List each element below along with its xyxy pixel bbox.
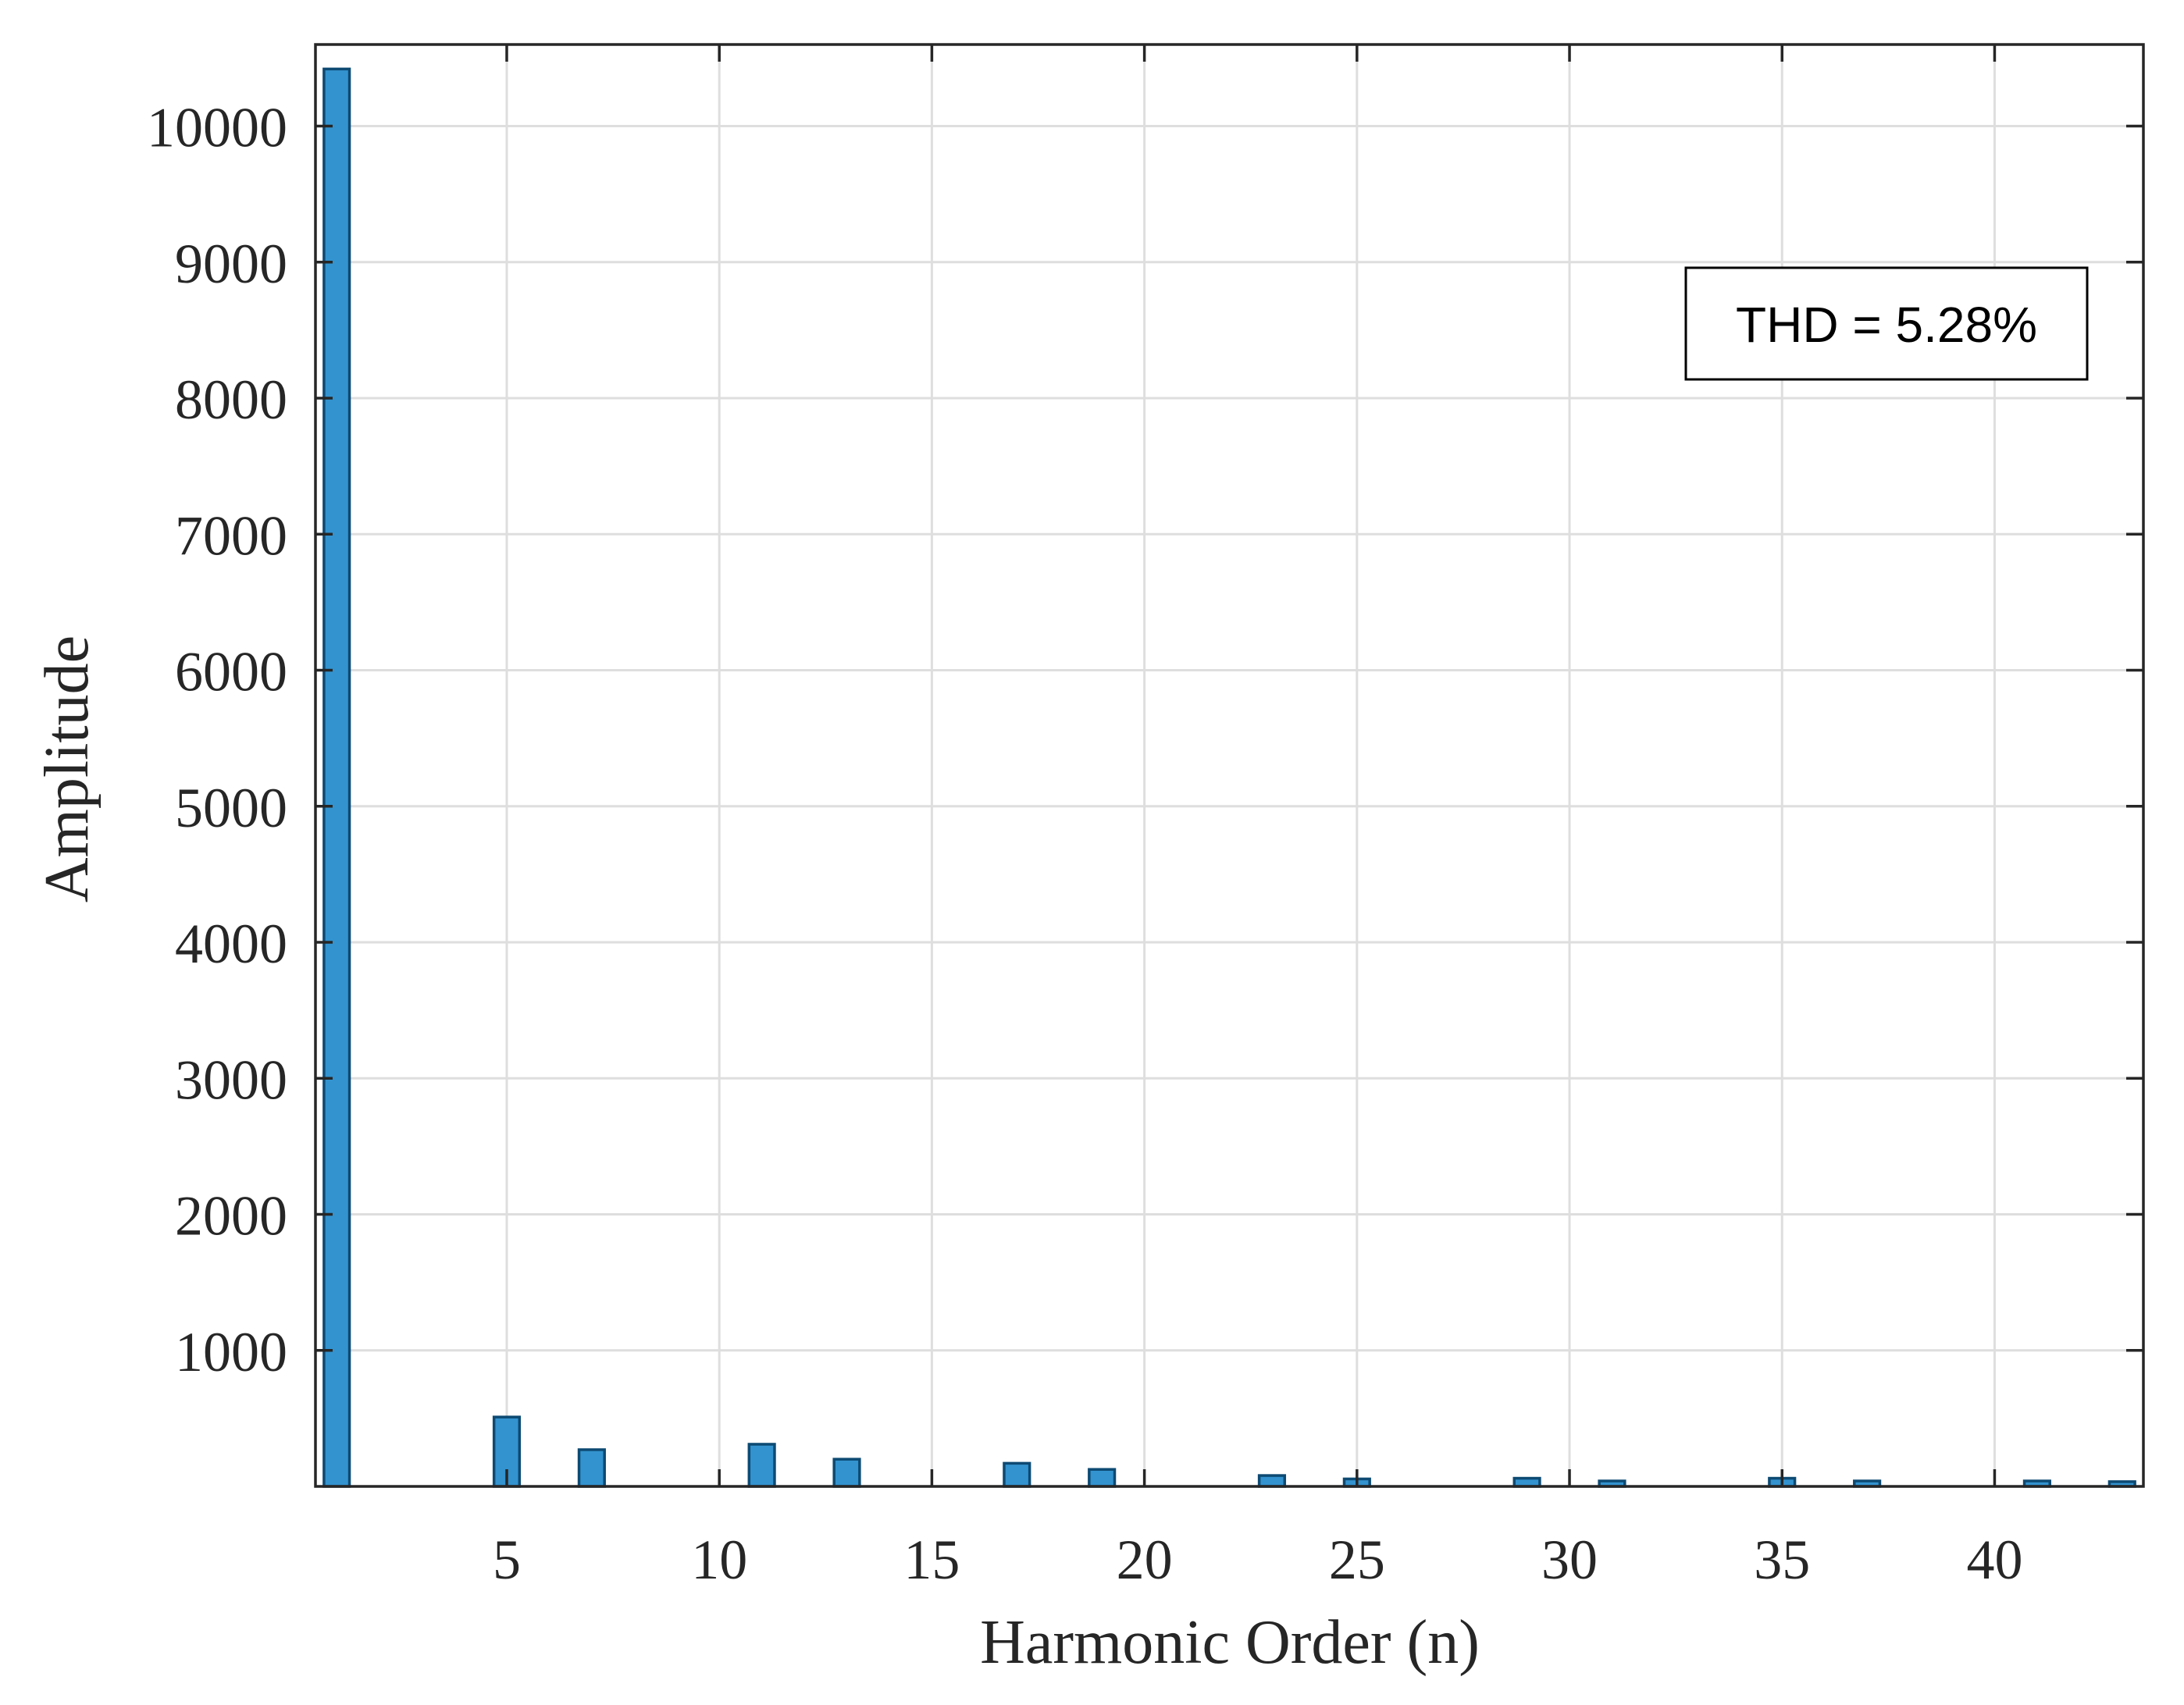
bar-h23 (1257, 1474, 1287, 1488)
bar-h13 (832, 1458, 861, 1488)
y-tick-label: 5000 (175, 777, 287, 839)
thd-annotation-box (1684, 266, 2089, 381)
bars (322, 67, 2136, 1488)
x-tick-label: 30 (1541, 1529, 1598, 1591)
y-tick-label: 10000 (147, 97, 287, 159)
x-tick-label: 5 (493, 1529, 521, 1591)
y-tick-label: 2000 (175, 1185, 287, 1248)
x-tick-label: 25 (1329, 1529, 1385, 1591)
x-tick-label: 35 (1754, 1529, 1810, 1591)
bar-h17 (1003, 1461, 1031, 1488)
thd-annotation: THD = 5.28% (1684, 266, 2089, 381)
y-tick-label: 4000 (175, 913, 287, 975)
y-axis-label: Amplitude (33, 635, 102, 902)
x-tick-label: 40 (1966, 1529, 2022, 1591)
bar-h1 (322, 67, 351, 1488)
y-tick-label: 9000 (175, 233, 287, 295)
y-tick-label: 3000 (175, 1048, 287, 1111)
y-tick-label: 8000 (175, 368, 287, 431)
bar-h19 (1088, 1468, 1117, 1488)
x-tick-label: 15 (903, 1529, 960, 1591)
tick-labels: 5 10 15 20 25 30 35 40 1000 2000 3000 4000 5000 6000 7… (147, 97, 2022, 1591)
y-tick-label: 6000 (175, 641, 287, 703)
y-tick-label: 1000 (175, 1321, 287, 1383)
x-tick-label: 20 (1117, 1529, 1173, 1591)
x-tick-label: 10 (691, 1529, 747, 1591)
thd-annotation-text: THD = 5.28% (1736, 297, 2037, 353)
bar-h7 (577, 1448, 606, 1488)
y-tick-label: 7000 (175, 504, 287, 567)
bar-h11 (747, 1443, 776, 1488)
plot-frame (314, 43, 2145, 1488)
axes (314, 43, 2145, 1488)
x-axis-label: Harmonic Order (n) (980, 1608, 1480, 1677)
